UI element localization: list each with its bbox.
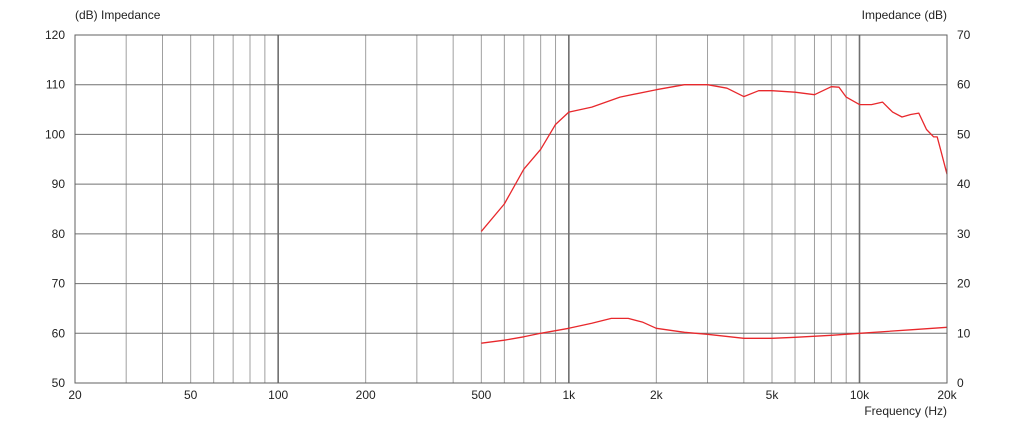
x-tick-label: 100 [268, 388, 288, 402]
x-axis-label: Frequency (Hz) [864, 404, 947, 418]
y-right-tick-label: 10 [957, 326, 971, 340]
y-right-tick-label: 0 [957, 376, 964, 390]
y-right-tick-label: 40 [957, 177, 971, 191]
x-tick-label: 20k [937, 388, 957, 402]
y-right-tick-label: 50 [957, 127, 971, 141]
grid [75, 35, 947, 383]
y-left-tick-label: 90 [52, 177, 66, 191]
y-left-tick-label: 110 [46, 78, 65, 92]
x-tick-label: 500 [471, 388, 491, 402]
x-tick-label: 2k [650, 388, 664, 402]
x-tick-label: 5k [766, 388, 780, 402]
x-tick-label: 10k [850, 388, 870, 402]
plot-frame [74, 34, 948, 384]
y-right-tick-label: 60 [957, 78, 971, 92]
y-right-tick-label: 20 [957, 277, 971, 291]
y-left-tick-label: 70 [52, 277, 66, 291]
series-layer [480, 84, 948, 344]
impedance-curve [481, 317, 948, 344]
y-left-tick-label: 100 [45, 127, 65, 141]
x-tick-label: 1k [562, 388, 576, 402]
spl-curve [480, 84, 948, 232]
y-right-tick-label: 70 [957, 28, 971, 42]
right-axis-label: Impedance (dB) [862, 8, 947, 22]
y-left-tick-label: 60 [52, 326, 66, 340]
x-tick-label: 200 [356, 388, 376, 402]
left-axis-label: (dB) Impedance [75, 8, 161, 22]
x-tick-label: 50 [184, 388, 198, 402]
y-left-tick-label: 80 [52, 227, 66, 241]
x-tick-label: 20 [68, 388, 82, 402]
y-right-tick-label: 30 [957, 227, 971, 241]
y-left-tick-label: 50 [52, 376, 66, 390]
y-left-tick-label: 120 [45, 28, 65, 42]
